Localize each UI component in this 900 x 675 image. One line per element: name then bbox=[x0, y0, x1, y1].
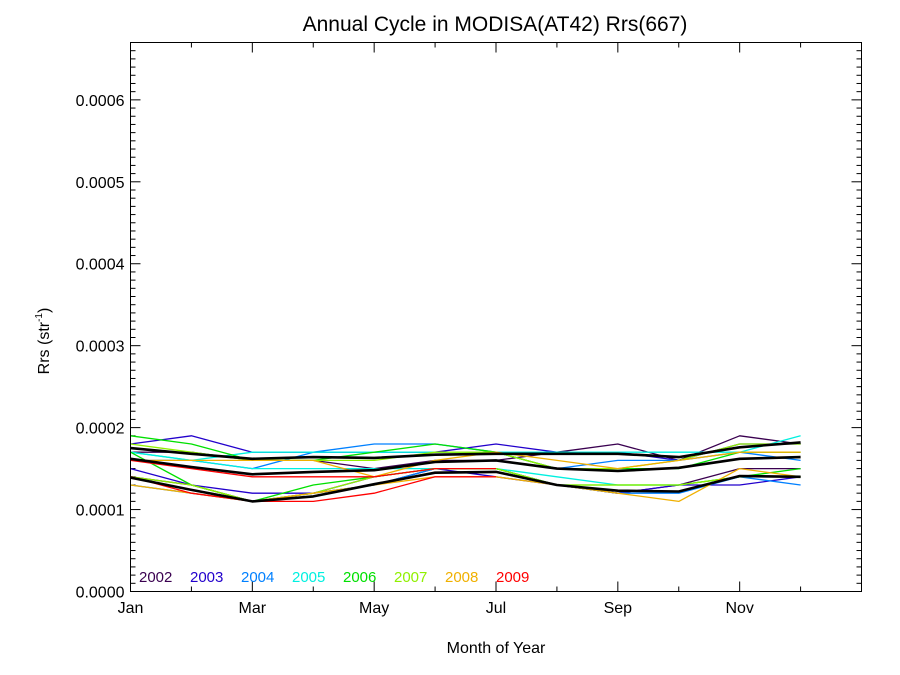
series-line-2009-upper bbox=[130, 459, 496, 478]
x-tick-label: Jul bbox=[486, 600, 506, 617]
y-tick-label: 0.0003 bbox=[76, 339, 125, 356]
y-tick-label: 0.0005 bbox=[76, 175, 125, 192]
y-axis-label-superscript: -1 bbox=[34, 313, 45, 322]
series-line-mean-lower bbox=[130, 470, 801, 503]
plot-frame bbox=[130, 42, 862, 592]
y-tick-label: 0.0004 bbox=[76, 257, 125, 274]
series-line-mean-middle bbox=[130, 455, 801, 476]
y-axis-label: Rrs (str-1) bbox=[34, 308, 53, 375]
x-tick-label: Sep bbox=[604, 600, 633, 617]
y-tick-label: 0.0002 bbox=[76, 421, 125, 438]
legend-entry-2002: 2002 bbox=[139, 569, 172, 586]
tick-labels: 0.0000 0.0001 0.0002 0.0003 0.0004 0.0005 0.00… bbox=[76, 93, 754, 617]
axis-ticks bbox=[130, 42, 862, 592]
series-line-2009-lower bbox=[130, 476, 496, 503]
x-tick-label: Nov bbox=[725, 600, 753, 617]
series-lines bbox=[130, 435, 801, 503]
legend-entry-2003: 2003 bbox=[190, 569, 223, 586]
legend-entry-2008: 2008 bbox=[445, 569, 478, 586]
x-tick-label: May bbox=[359, 600, 389, 617]
legend: 2002 2003 2004 2005 2006 2007 2008 2009 bbox=[139, 569, 529, 586]
legend-entry-2005: 2005 bbox=[292, 569, 325, 586]
series-line-2008-upper bbox=[130, 451, 801, 478]
x-tick-label: Mar bbox=[239, 600, 267, 617]
y-axis-label-main: Rrs (str bbox=[36, 321, 53, 374]
legend-entry-2006: 2006 bbox=[343, 569, 376, 586]
chart-title: Annual Cycle in MODISA(AT42) Rrs(667) bbox=[303, 13, 688, 36]
y-axis-label-close: ) bbox=[36, 308, 53, 313]
legend-entry-2004: 2004 bbox=[241, 569, 274, 586]
x-tick-label: Jan bbox=[118, 600, 144, 617]
y-tick-label: 0.0006 bbox=[76, 93, 125, 110]
y-tick-label: 0.0000 bbox=[76, 585, 125, 602]
y-tick-label: 0.0001 bbox=[76, 503, 125, 520]
series-line-mean-upper bbox=[130, 441, 801, 461]
legend-entry-2007: 2007 bbox=[394, 569, 427, 586]
x-axis-label: Month of Year bbox=[447, 640, 546, 657]
legend-entry-2009: 2009 bbox=[496, 569, 529, 586]
